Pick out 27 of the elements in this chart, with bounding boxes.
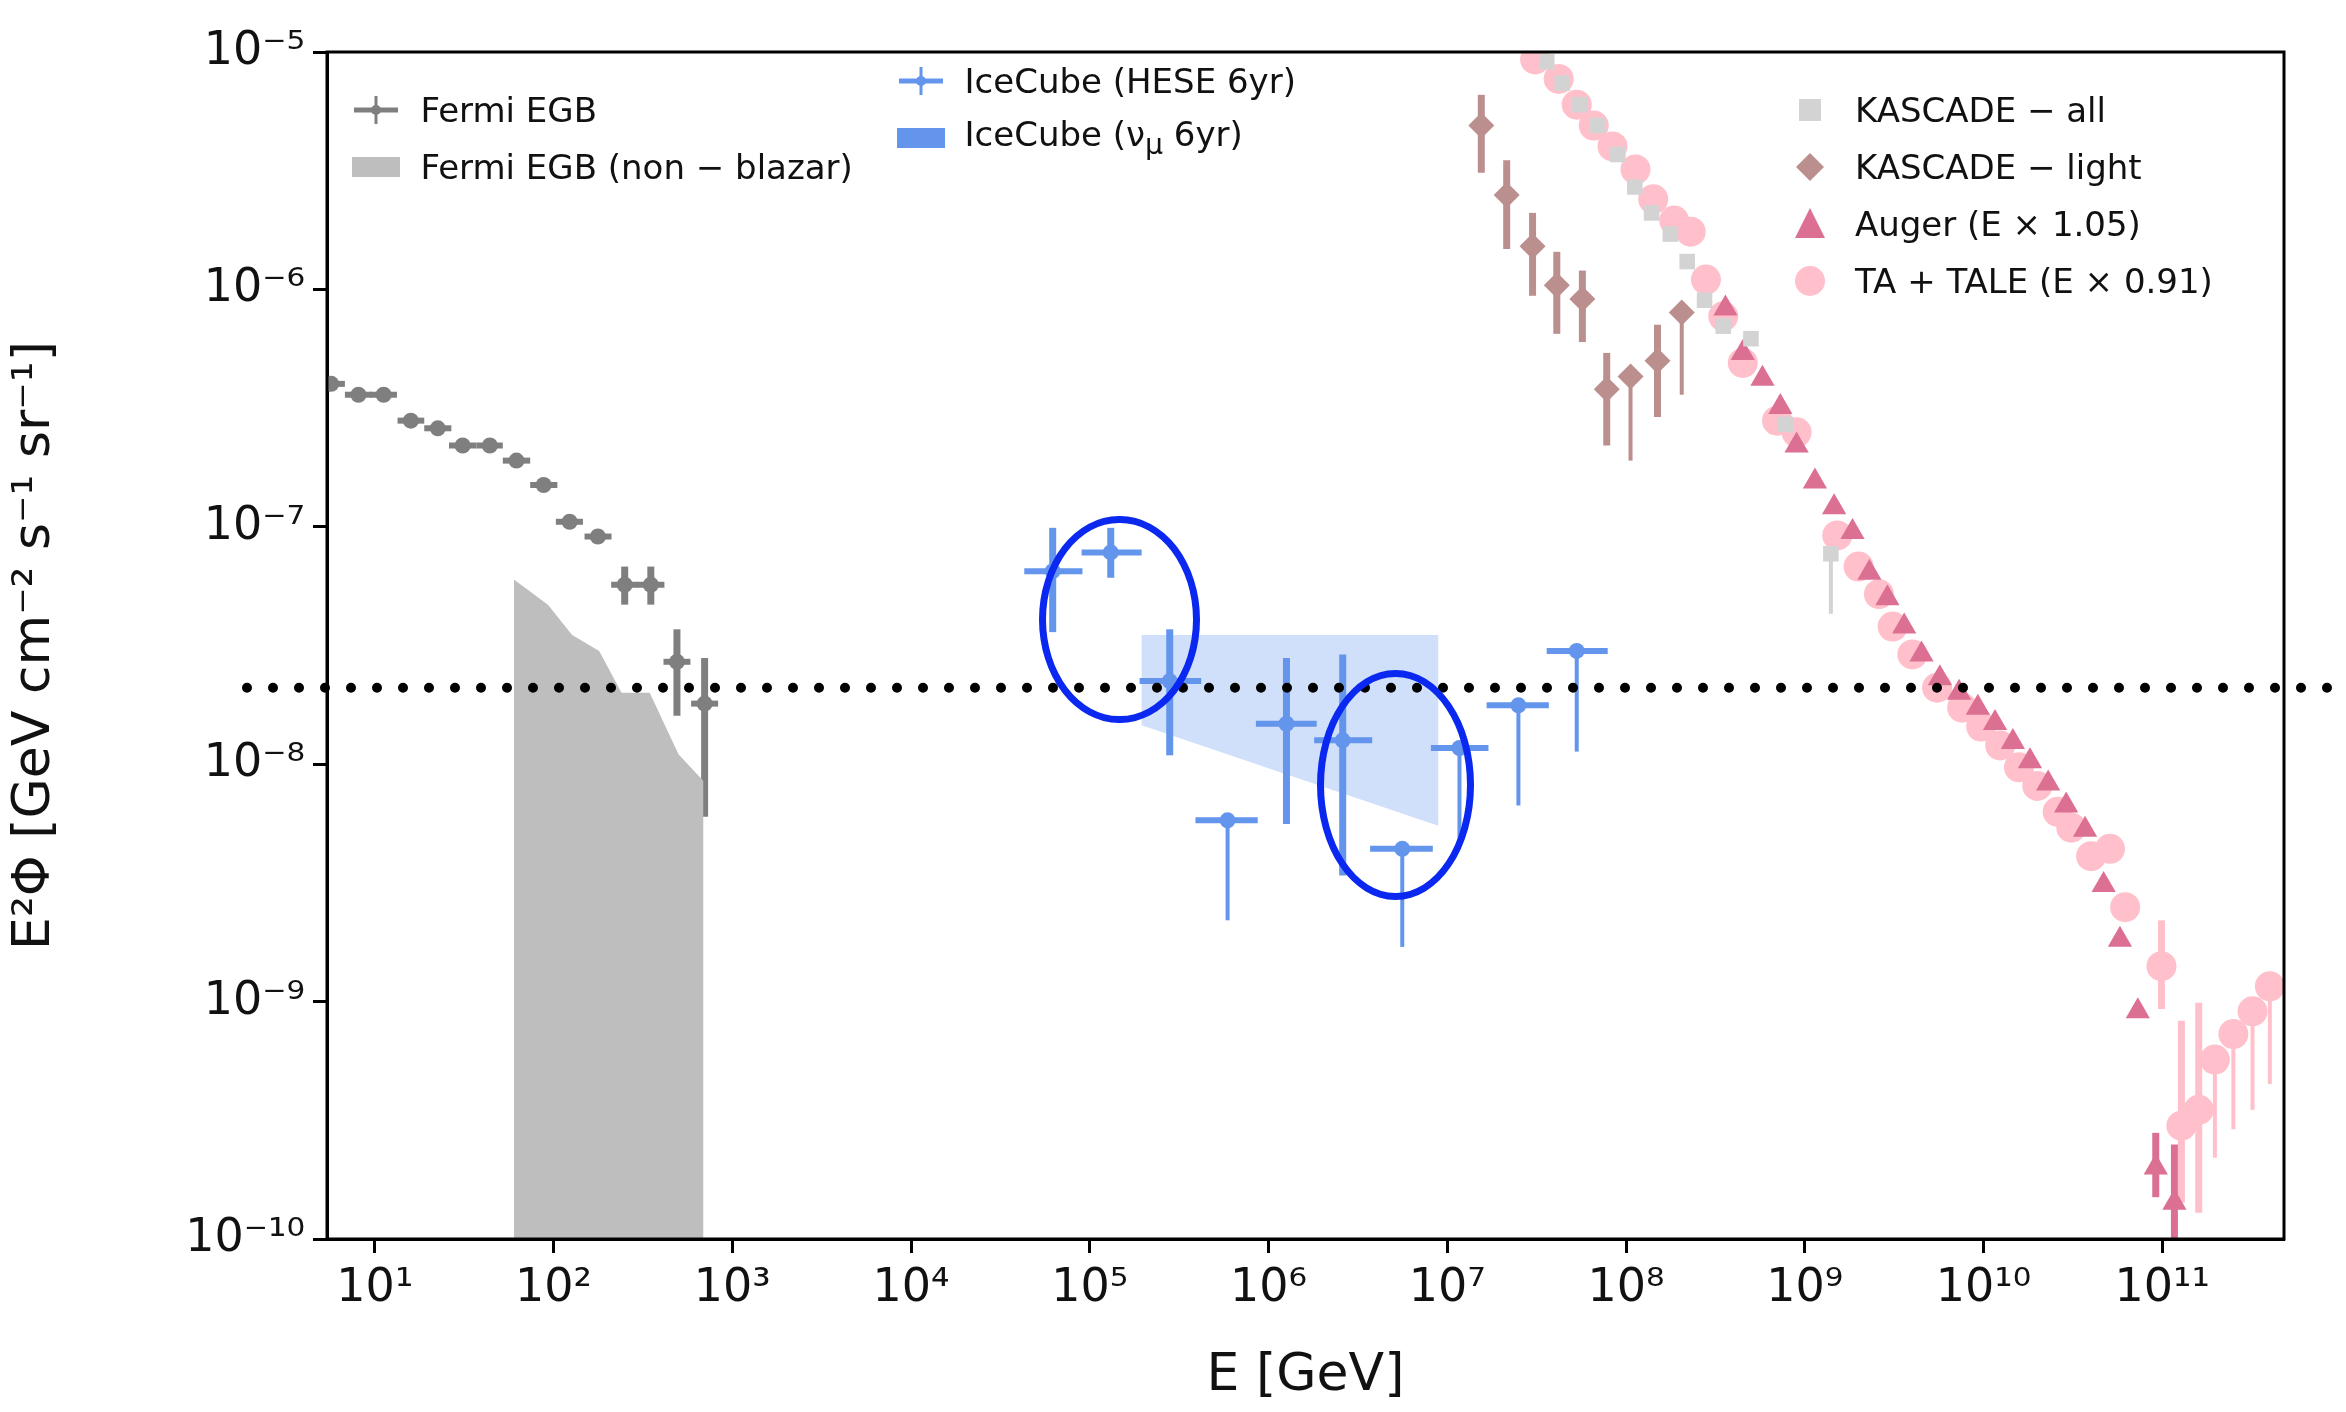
y-tick-label: 10⁻⁸ bbox=[203, 733, 305, 788]
x-tick-label: 10¹ bbox=[336, 1257, 414, 1312]
legend-label: KASCADE − light bbox=[1854, 147, 2142, 188]
legend-label: IceCube (HESE 6yr) bbox=[964, 60, 1296, 101]
y-axis-title: E²Φ [GeV cm⁻² s⁻¹ sr⁻¹] bbox=[0, 341, 61, 950]
x-tick-label: 10⁵ bbox=[1051, 1257, 1129, 1312]
legend-label: Fermi EGB (non − blazar) bbox=[420, 147, 853, 188]
x-tick-label: 10⁴ bbox=[872, 1257, 950, 1312]
x-tick-label: 10³ bbox=[693, 1257, 771, 1312]
x-tick-label: 10⁹ bbox=[1766, 1257, 1844, 1312]
x-tick-label: 10⁸ bbox=[1587, 1257, 1665, 1312]
y-tick-label: 10⁻⁶ bbox=[203, 258, 305, 313]
legend-label: Auger (E × 1.05) bbox=[1854, 204, 2141, 245]
y-tick-label: 10⁻¹⁰ bbox=[185, 1207, 305, 1262]
x-tick-label: 10¹¹ bbox=[2114, 1257, 2210, 1312]
x-tick-label: 10⁶ bbox=[1230, 1257, 1308, 1312]
x-tick-label: 10⁷ bbox=[1408, 1257, 1486, 1312]
x-tick-label: 10² bbox=[515, 1257, 593, 1312]
legend-label: KASCADE − all bbox=[1854, 90, 2106, 131]
y-tick-label: 10⁻⁷ bbox=[203, 495, 305, 550]
x-axis-title: E [GeV] bbox=[1206, 1342, 1405, 1403]
legend-label: TA + TALE (E × 0.91) bbox=[1854, 261, 2213, 302]
legend-label: Fermi EGB bbox=[420, 90, 597, 131]
y-tick-label: 10⁻⁹ bbox=[203, 970, 305, 1025]
x-tick-label: 10¹⁰ bbox=[1935, 1257, 2032, 1312]
legend-label: IceCube (ν$_{μ}$ 6yr) bbox=[964, 114, 1243, 161]
y-tick-label: 10⁻⁵ bbox=[203, 20, 305, 75]
